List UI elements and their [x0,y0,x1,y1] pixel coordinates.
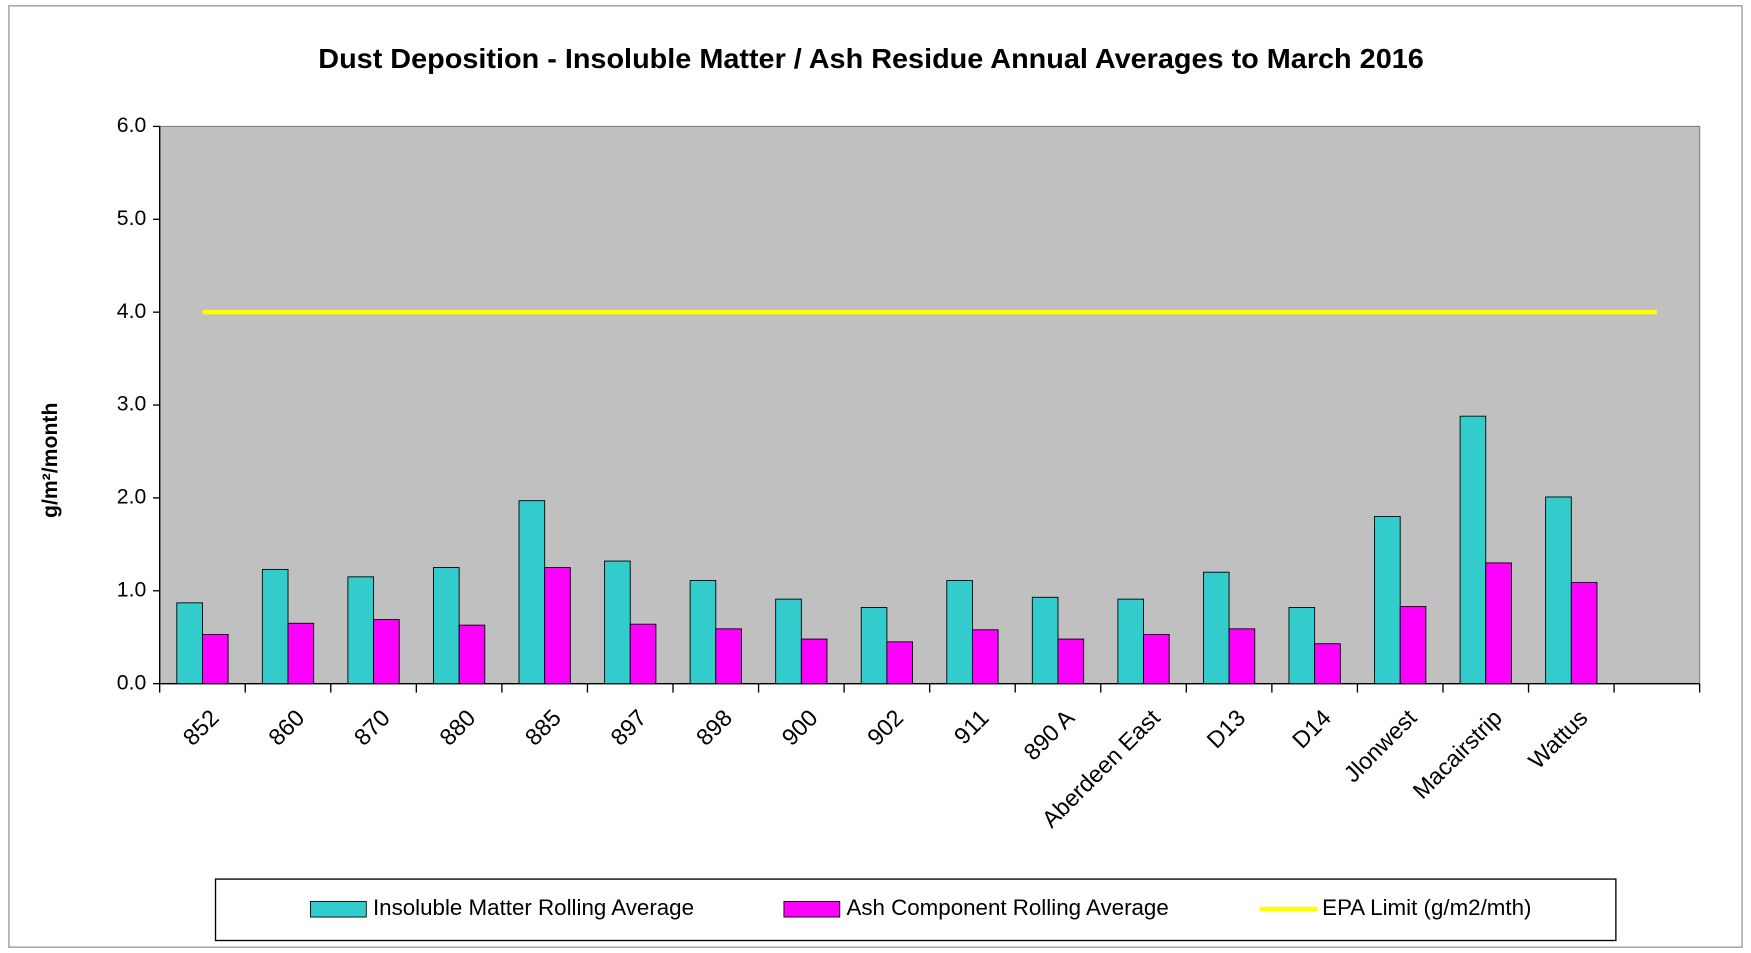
legend-swatch [783,900,841,918]
y-tick-label: 6.0 [117,114,146,137]
bar [1057,638,1085,685]
bar [347,576,375,685]
bar [946,580,973,685]
bar [971,629,999,685]
y-tick-label: 5.0 [117,207,146,230]
bar [689,580,717,685]
bar [1459,415,1487,685]
bar [1143,633,1170,685]
bar [176,602,203,685]
bar [1288,607,1316,685]
bar [886,641,913,685]
y-tick-label: 3.0 [117,393,146,416]
chart-title: Dust Deposition - Insoluble Matter / Ash… [318,43,1424,74]
bar [860,607,888,685]
bar [458,624,486,685]
plot-area [159,125,1701,685]
legend-label: Ash Component Rolling Average [846,895,1168,920]
y-axis-label: g/m²/month [39,403,62,518]
bar [1570,581,1598,685]
y-tick-label: 1.0 [117,578,146,601]
legend-label: EPA Limit (g/m2/mth) [1322,895,1531,920]
y-tick-label: 0.0 [117,671,146,694]
legend-swatch [309,900,367,918]
y-tick-label: 2.0 [117,486,146,509]
bar [261,568,289,685]
bar [287,622,315,685]
bar [629,623,657,685]
bar [518,500,546,685]
bar [1485,562,1512,685]
bar [1228,628,1256,685]
bar [1117,598,1144,685]
bar [775,598,802,685]
bar [1545,496,1572,685]
bar [1399,606,1427,685]
legend-label: Insoluble Matter Rolling Average [373,895,694,920]
bar [202,633,229,685]
bar [1374,516,1401,685]
bar [1202,571,1230,685]
bar [544,567,571,685]
y-tick-label: 4.0 [117,300,146,323]
bar [433,567,460,685]
bar [1314,643,1341,685]
bar [373,619,400,685]
bar [1031,596,1059,685]
bar [800,638,828,685]
bar [715,628,742,685]
legend [214,878,1617,942]
bar [604,560,631,685]
